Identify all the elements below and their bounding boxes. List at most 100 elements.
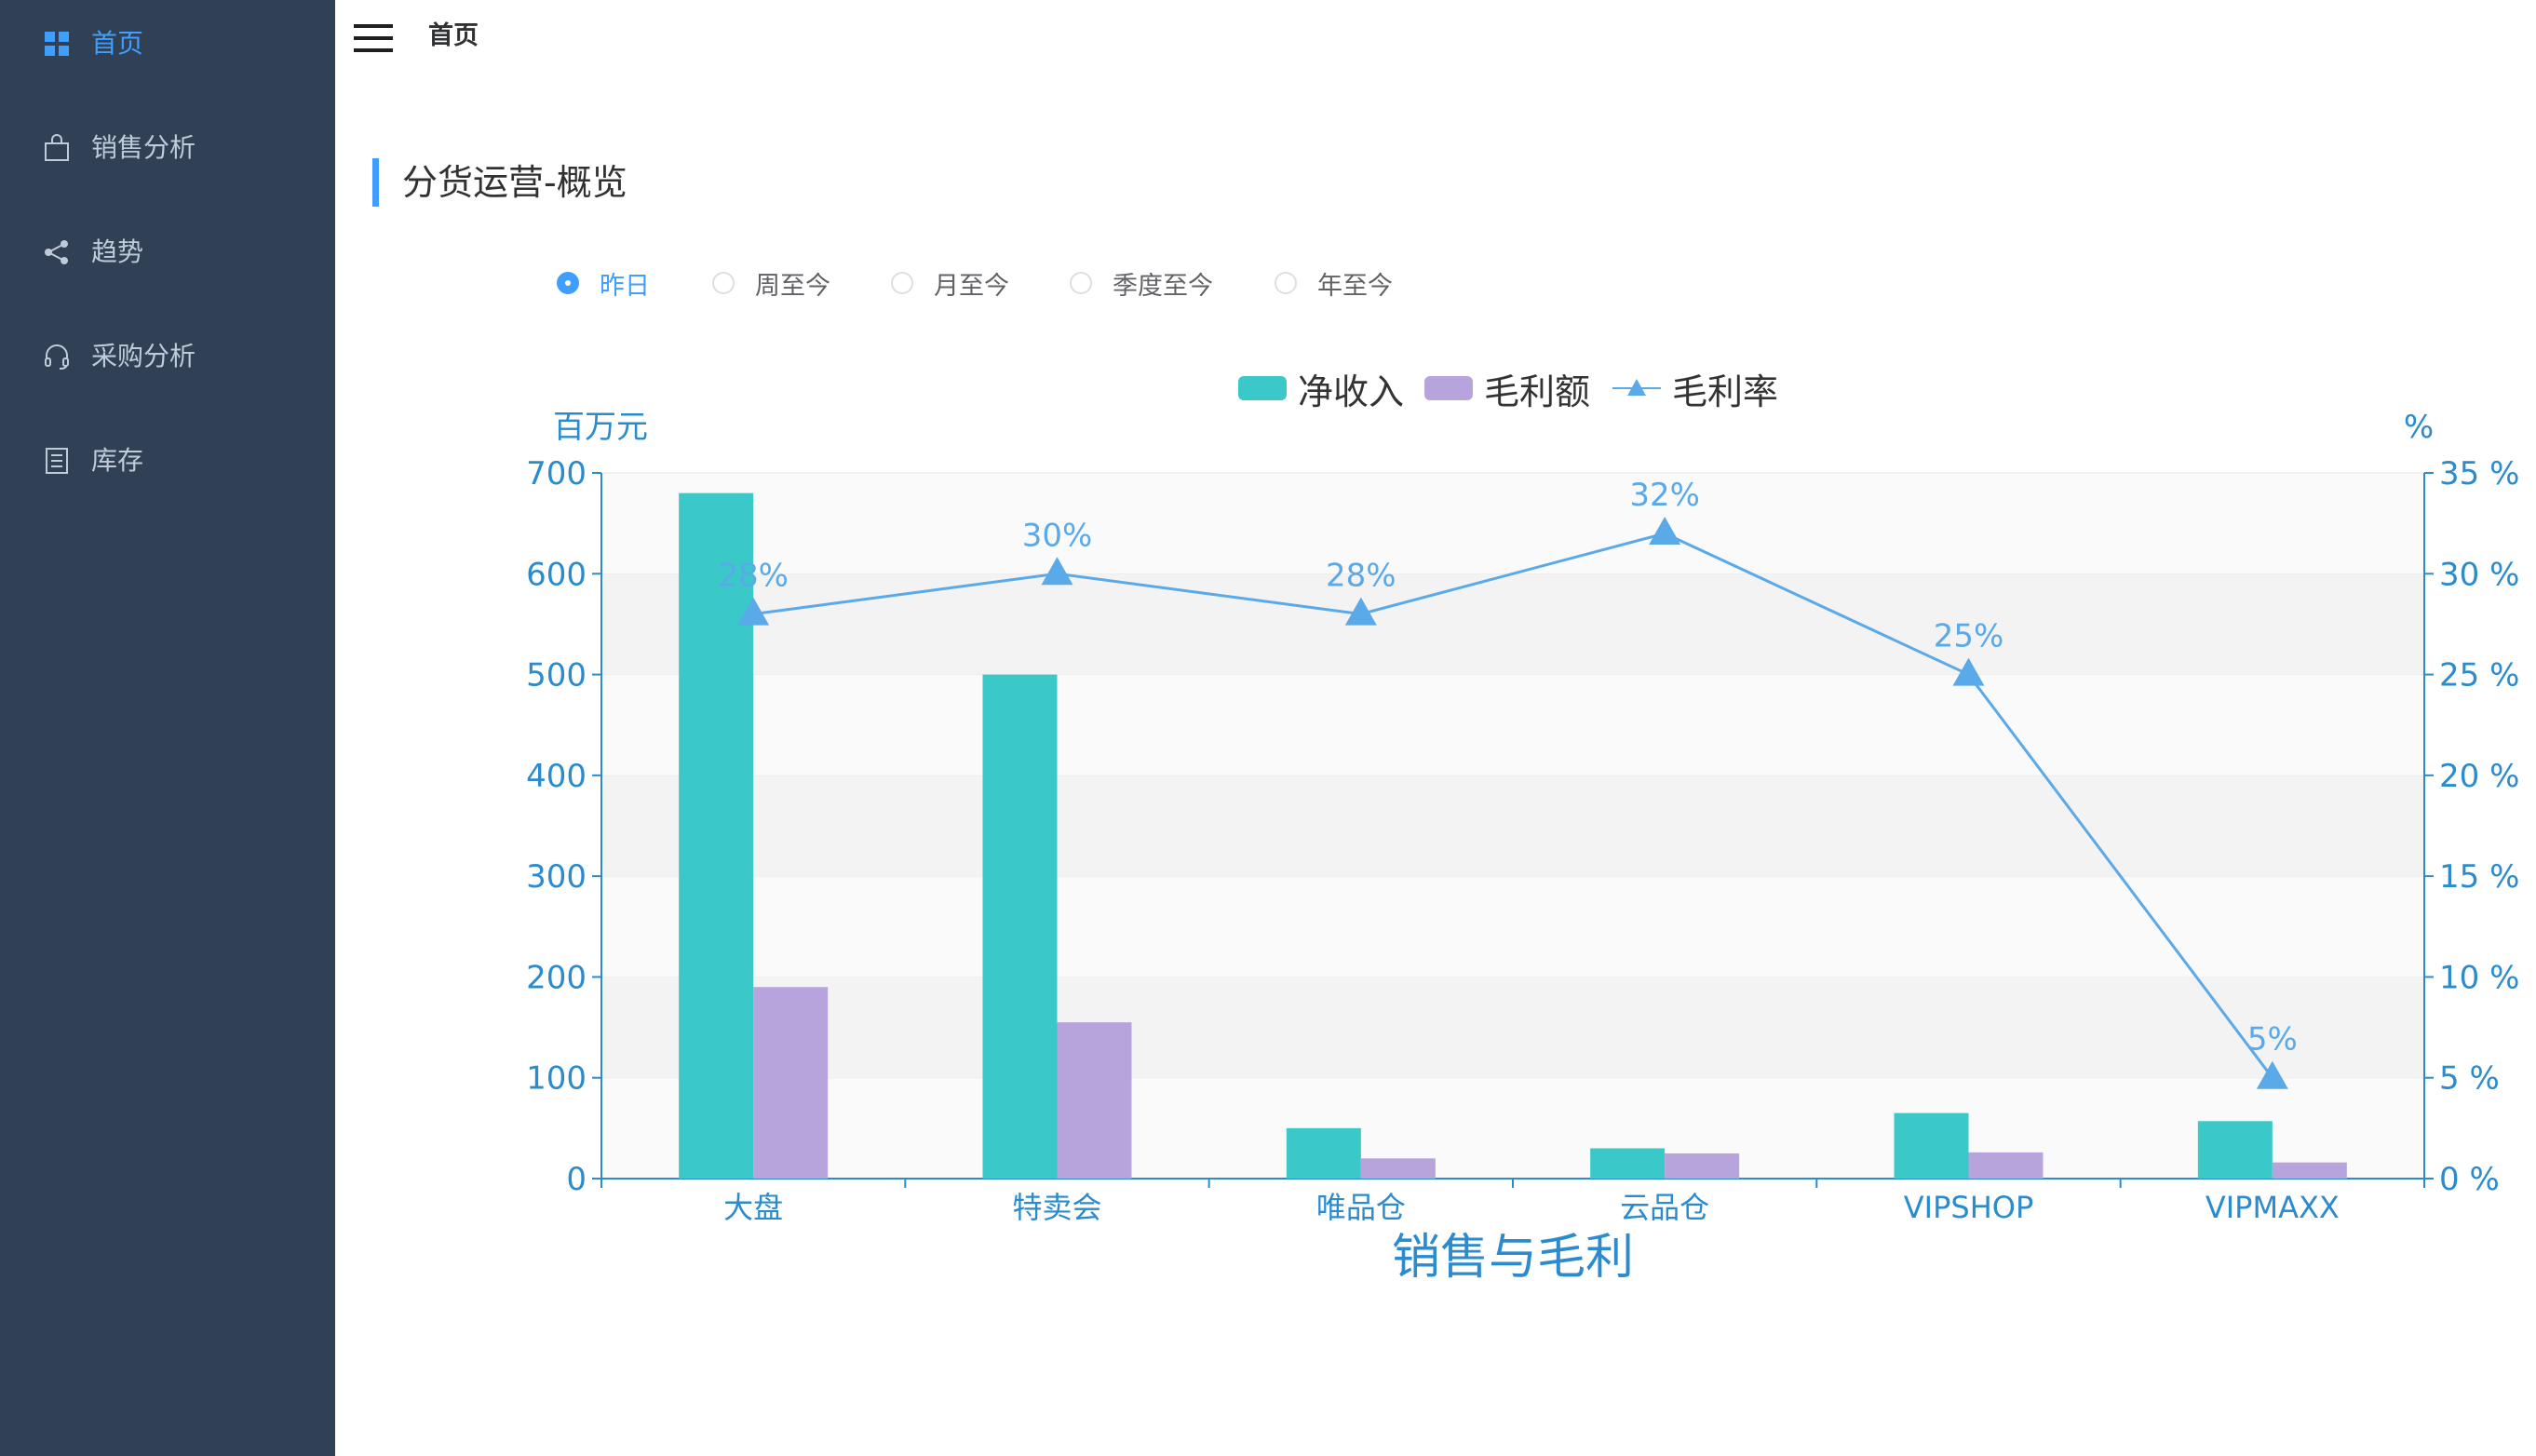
radio-month-to-date[interactable]: 月至今 — [891, 264, 1009, 302]
sidebar-item-trend[interactable]: 趋势 — [0, 209, 335, 298]
headset-icon — [45, 344, 69, 370]
radio-week-to-date[interactable]: 周至今 — [712, 264, 830, 302]
radio-circle — [712, 272, 735, 294]
sidebar-item-sales-analysis[interactable]: 销售分析 — [0, 104, 335, 194]
legend-item-gross-profit[interactable]: 毛利额 — [1424, 365, 1591, 412]
margin-rate-data-label: 28% — [718, 558, 789, 595]
grid-band — [601, 977, 2424, 1078]
grid-band — [601, 674, 2424, 775]
margin-rate-point — [1041, 557, 1073, 586]
radio-label: 月至今 — [934, 271, 1009, 301]
y-right-tick-label: 10 % — [2439, 959, 2519, 996]
sidebar-item-inventory[interactable]: 库存 — [0, 417, 335, 506]
x-tick-label: VIPMAXX — [2206, 1190, 2340, 1225]
chart-title: 销售与毛利 — [1392, 1230, 1634, 1286]
y-left-tick-label: 100 — [526, 1060, 587, 1098]
legend-label: 毛利率 — [1672, 371, 1779, 412]
x-tick-label: 大盘 — [723, 1190, 783, 1225]
radio-circle — [1070, 272, 1092, 294]
net-income-bar — [982, 674, 1058, 1179]
y-left-tick-label: 0 — [566, 1161, 587, 1198]
radio-label: 年至今 — [1317, 271, 1393, 301]
net-income-bar — [679, 492, 754, 1179]
net-income-bar — [1286, 1127, 1361, 1179]
breadcrumb[interactable]: 首页 — [428, 21, 479, 50]
margin-rate-point — [1649, 516, 1681, 545]
y-right-tick-label: 15 % — [2439, 858, 2519, 896]
y-right-tick-label: 25 % — [2439, 657, 2519, 694]
sidebar-item-purchase-analysis[interactable]: 采购分析 — [0, 313, 335, 402]
x-tick-label: 特卖会 — [1012, 1190, 1101, 1225]
y-right-tick-label: 5 % — [2439, 1060, 2500, 1098]
legend-item-margin-rate[interactable]: 毛利率 — [1612, 365, 1779, 412]
y-left-tick-label: 200 — [526, 959, 587, 996]
margin-rate-line — [752, 532, 2274, 1079]
y-left-tick-label: 700 — [526, 455, 587, 492]
radio-label: 周至今 — [755, 271, 830, 301]
grid-band — [601, 775, 2424, 877]
margin-rate-data-label: 32% — [1629, 477, 1700, 514]
x-tick-label: VIPSHOP — [1904, 1190, 2033, 1225]
sidebar-item-label: 采购分析 — [91, 341, 196, 371]
legend-swatch — [1238, 376, 1287, 400]
net-income-bar — [2197, 1121, 2273, 1179]
y-right-axis-label: % — [2404, 409, 2434, 446]
margin-rate-data-label: 30% — [1022, 517, 1093, 554]
y-left-tick-label: 600 — [526, 556, 587, 593]
margin-rate-data-label: 25% — [1934, 618, 2004, 655]
y-left-tick-label: 400 — [526, 758, 587, 795]
radio-circle — [1275, 272, 1297, 294]
legend-label: 净收入 — [1298, 371, 1405, 412]
gross-profit-bar — [1968, 1152, 2044, 1179]
margin-rate-data-label: 28% — [1326, 558, 1396, 595]
legend-swatch — [1424, 376, 1473, 400]
grid-band — [601, 1077, 2424, 1179]
radio-year-to-date[interactable]: 年至今 — [1275, 264, 1393, 302]
legend-label: 毛利额 — [1484, 371, 1591, 412]
sidebar-item-label: 销售分析 — [91, 132, 196, 163]
y-left-tick-label: 300 — [526, 858, 587, 896]
legend-item-net-income[interactable]: 净收入 — [1238, 365, 1405, 412]
radio-label: 季度至今 — [1113, 271, 1213, 301]
y-left-axis-label: 百万元 — [553, 409, 648, 446]
y-right-tick-label: 20 % — [2439, 758, 2519, 795]
title-accent-bar — [372, 158, 379, 207]
document-list-icon — [46, 448, 68, 474]
x-tick-label: 唯品仓 — [1316, 1190, 1406, 1225]
radio-quarter-to-date[interactable]: 季度至今 — [1070, 264, 1213, 302]
y-right-tick-label: 30 % — [2439, 556, 2519, 593]
radio-label: 昨日 — [600, 271, 650, 301]
gross-profit-bar — [1665, 1153, 1740, 1179]
margin-rate-point — [1344, 597, 1377, 626]
page-title: 分货运营-概览 — [402, 162, 627, 203]
gross-profit-bar — [2272, 1162, 2347, 1179]
margin-rate-data-label: 5% — [2247, 1021, 2298, 1058]
legend-line-triangle-icon — [1612, 379, 1661, 396]
sidebar-item-label: 首页 — [91, 28, 144, 59]
grid-band — [601, 573, 2424, 675]
radio-circle — [557, 272, 579, 294]
net-income-bar — [1590, 1148, 1666, 1179]
sidebar-item-label: 库存 — [91, 445, 144, 476]
y-right-tick-label: 0 % — [2439, 1161, 2500, 1198]
radio-circle — [891, 272, 913, 294]
margin-rate-point — [2256, 1060, 2288, 1089]
y-right-tick-label: 35 % — [2439, 455, 2519, 492]
net-income-bar — [1894, 1112, 1969, 1179]
grid-band — [601, 473, 2424, 574]
shopping-bag-icon — [45, 134, 69, 161]
x-tick-label: 云品仓 — [1620, 1190, 1709, 1225]
sidebar: 首页 销售分析 趋势 采购分析 库存 — [0, 0, 335, 1456]
gross-profit-bar — [1057, 1022, 1132, 1179]
sidebar-item-home[interactable]: 首页 — [0, 0, 335, 89]
share-icon — [45, 240, 68, 264]
grid-band — [601, 876, 2424, 977]
radio-yesterday[interactable]: 昨日 — [557, 264, 650, 302]
sidebar-item-label: 趋势 — [91, 236, 144, 267]
margin-rate-point — [737, 597, 770, 626]
dashboard-icon — [45, 32, 69, 56]
margin-rate-point — [1952, 657, 1985, 686]
gross-profit-bar — [1360, 1158, 1436, 1179]
hamburger-menu-icon[interactable] — [354, 22, 393, 54]
